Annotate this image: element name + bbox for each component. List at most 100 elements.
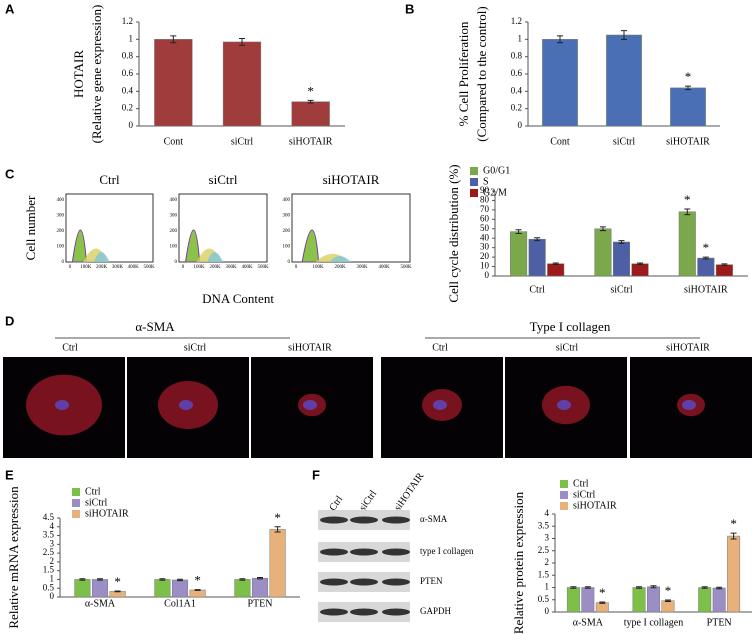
micro-lane: siHOTAIR — [666, 342, 710, 353]
y-tick-label: 0.8 — [511, 51, 523, 61]
panel-letter: B — [405, 1, 414, 16]
x-tick-label: siHOTAIR — [684, 284, 728, 295]
micro-lane: Ctrl — [62, 342, 78, 353]
legend-swatch — [72, 499, 80, 507]
flow-y-tick: 300 — [283, 214, 291, 219]
flow-y-tick: 0 — [62, 260, 65, 265]
micro-group: Type I collagen — [530, 319, 611, 334]
bar — [606, 34, 642, 127]
flow-x-tick: 500K — [257, 265, 269, 270]
flow-title: siHOTAIR — [323, 172, 380, 187]
error-bar — [194, 589, 201, 591]
flow-y-tick: 200 — [57, 229, 65, 234]
flow-y-tick: 0 — [288, 260, 291, 265]
flow-title: Ctrl — [99, 172, 120, 187]
y-tick-label: 1 — [50, 574, 55, 584]
error-bar — [552, 262, 559, 265]
bar — [91, 579, 109, 598]
y-tick-label: 70 — [480, 204, 490, 214]
error-bar — [239, 37, 245, 46]
x-tick-label: Ctrl — [529, 284, 545, 295]
y-tick-label: 0.5 — [538, 594, 550, 604]
blot-lane: siCtrl — [357, 488, 379, 513]
blot-lane: siHOTAIR — [392, 471, 426, 513]
y-axis-label: HOTAIR — [71, 50, 86, 98]
y-tick-label: 0.2 — [122, 103, 133, 113]
y-tick-label: 1 — [518, 33, 523, 43]
significance-mark: * — [194, 573, 201, 588]
error-bar — [621, 30, 627, 40]
bar — [269, 529, 286, 598]
y-tick-label: 1.5 — [43, 565, 55, 575]
y-axis-label: Cell cycle distribution (%) — [446, 164, 461, 302]
legend-swatch — [470, 189, 478, 197]
legend-swatch — [470, 178, 478, 186]
y-tick-label: 1 — [545, 582, 550, 592]
y-tick-label: 60 — [480, 213, 490, 223]
y-tick-label: 0.6 — [511, 68, 523, 78]
y-tick-label: 0 — [50, 591, 55, 601]
bar — [251, 577, 269, 598]
flow-xlabel: DNA Content — [202, 291, 274, 306]
y-tick-label: 4 — [50, 521, 55, 531]
y-tick-label: 40 — [480, 232, 490, 242]
blot-band — [382, 608, 410, 616]
y-axis-label: Relative mRNA expression — [6, 486, 21, 629]
significance-mark: * — [599, 585, 606, 600]
flow-y-tick: 100 — [283, 245, 291, 250]
error-bar — [515, 229, 522, 234]
panel-letter: D — [5, 313, 14, 328]
legend-label: siCtrl — [573, 489, 595, 500]
error-bar — [730, 532, 737, 540]
y-tick-label: 10 — [480, 261, 490, 271]
flow-x-tick: 0 — [182, 265, 185, 270]
significance-mark: * — [730, 516, 737, 531]
flow-g1 — [71, 229, 87, 263]
flow-x-tick: 0 — [69, 265, 72, 270]
y-tick-label: 4.5 — [43, 512, 55, 522]
y-tick-label: 2 — [545, 557, 550, 567]
y-tick-label: 50 — [480, 223, 490, 233]
bar — [74, 579, 91, 598]
blot-band — [320, 608, 348, 616]
y-tick-label: 2 — [50, 556, 55, 566]
flow-x-tick: 300K — [225, 265, 237, 270]
error-bar — [716, 586, 723, 590]
error-bar — [721, 263, 728, 266]
bar — [631, 263, 649, 277]
bar — [291, 101, 330, 127]
legend-label: G0/G1 — [483, 165, 510, 176]
error-bar — [701, 586, 708, 589]
legend-label: siCtrl — [85, 497, 107, 508]
x-tick-label: α-SMA — [85, 598, 116, 609]
flow-y-tick: 300 — [57, 214, 65, 219]
bar — [542, 39, 578, 127]
significance-mark: * — [684, 192, 691, 207]
significance-mark: * — [274, 510, 281, 525]
bar — [678, 211, 696, 277]
micro-lane: siCtrl — [556, 342, 578, 353]
blot-band — [320, 548, 348, 556]
flow-x-tick: 400K — [128, 265, 140, 270]
y-axis-label: % Cell Proliferation — [456, 21, 471, 126]
micro-lane: siHOTAIR — [288, 342, 332, 353]
flow-x-tick: 400K — [378, 265, 390, 270]
flow-y-tick: 100 — [170, 245, 178, 250]
x-tick-label: α-SMA — [573, 617, 604, 628]
flow-y-tick: 200 — [170, 229, 178, 234]
error-bar — [79, 578, 86, 581]
nucleus — [55, 400, 69, 410]
flow-title: siCtrl — [209, 172, 238, 187]
blot-label: α-SMA — [420, 514, 448, 524]
error-bar — [114, 590, 121, 593]
flow-g2 — [329, 255, 351, 262]
y-tick-label: 0 — [545, 606, 550, 616]
blot-band — [350, 608, 378, 616]
error-bar — [618, 240, 625, 244]
bar — [698, 587, 712, 613]
y-tick-label: 90 — [480, 185, 490, 195]
blot-label: type I collagen — [420, 546, 474, 556]
error-bar — [636, 586, 643, 589]
blot-band — [382, 516, 410, 524]
